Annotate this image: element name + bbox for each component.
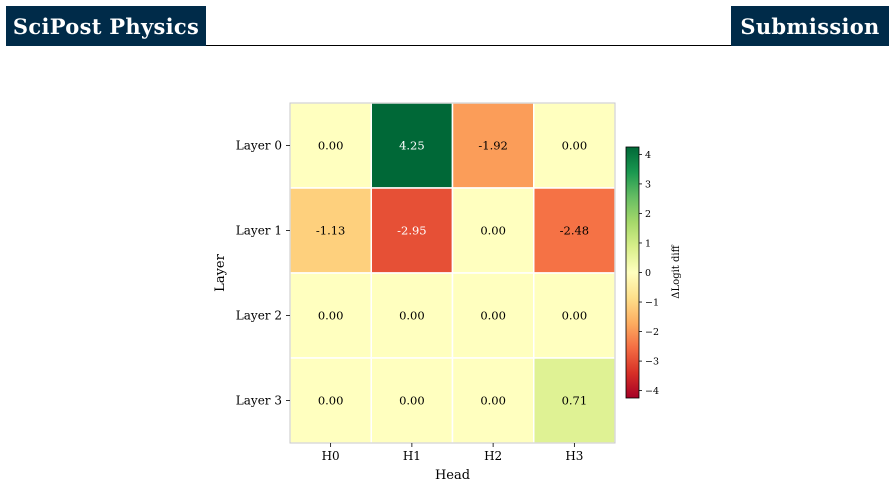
heatmap-cell xyxy=(451,187,535,274)
cell-value-label: 4.25 xyxy=(399,139,425,153)
colorbar-tick-label: 2 xyxy=(645,209,651,220)
cell-value-label: 0.00 xyxy=(399,394,425,408)
cell-value-label: 0.00 xyxy=(480,309,506,323)
cell-value-label: -2.95 xyxy=(397,224,427,238)
cell-value-label: 0.00 xyxy=(480,224,506,238)
y-tick-label: Layer 2 xyxy=(236,309,282,323)
colorbar-tick-label: 0 xyxy=(645,268,651,279)
cell-value-label: -1.13 xyxy=(316,224,346,238)
y-tick-label: Layer 0 xyxy=(236,139,282,153)
colorbar-gradient xyxy=(625,146,640,399)
colorbar-tick-label: 4 xyxy=(645,150,651,161)
y-axis-label: Layer xyxy=(213,253,228,291)
heatmap-cell xyxy=(370,272,454,359)
y-tick-label: Layer 3 xyxy=(236,394,282,408)
plot-frame xyxy=(289,102,616,444)
colorbar-tick-label: −1 xyxy=(645,298,659,309)
cell-value-label: 0.00 xyxy=(318,309,344,323)
cell-value-label: 0.00 xyxy=(318,139,344,153)
colorbar-tick-label: −3 xyxy=(645,357,659,368)
cell-value-label: 0.00 xyxy=(562,139,588,153)
cell-value-label: -2.48 xyxy=(560,224,590,238)
x-tick-label: H0 xyxy=(322,449,340,463)
submission-badge: Submission xyxy=(731,6,889,46)
heatmap-cell xyxy=(451,357,535,444)
heatmap-cell xyxy=(289,187,372,274)
x-axis-label: Head xyxy=(435,468,470,483)
x-axis: H0 H1 H2 H3 xyxy=(322,443,583,463)
journal-title: SciPost Physics xyxy=(6,6,206,46)
cell-value-label: 0.00 xyxy=(480,394,506,408)
cell-value-label: -1.92 xyxy=(478,139,508,153)
cell-value-label: 0.71 xyxy=(562,394,588,408)
heatmap-cell xyxy=(289,357,372,444)
cell-value-label: 0.00 xyxy=(399,309,425,323)
heatmap-cell xyxy=(370,357,454,444)
heatmap-cell xyxy=(451,272,535,359)
heatmap-cell xyxy=(370,187,454,274)
colorbar-tick-label: −2 xyxy=(645,327,659,338)
colorbar-label: ΔLogit diff xyxy=(671,244,682,298)
colorbar-tick-label: 3 xyxy=(645,179,651,190)
cell-value-label: 0.00 xyxy=(562,309,588,323)
y-tick-label: Layer 1 xyxy=(236,224,282,238)
colorbar: 4 3 2 1 0 −1 −2 −3 −4 ΔLogit diff xyxy=(625,146,682,399)
y-axis: Layer 0 Layer 1 Layer 2 Layer 3 xyxy=(236,139,290,408)
heatmap-cell-labels: 0.00 4.25 -1.92 0.00 -1.13 -2.95 0.00 -2.48 0.00… xyxy=(316,139,589,408)
x-tick-label: H3 xyxy=(565,449,583,463)
header-rule xyxy=(206,44,731,46)
heatmap-cells xyxy=(289,102,616,444)
colorbar-ticks: 4 3 2 1 0 −1 −2 −3 −4 xyxy=(639,150,659,397)
cell-value-label: 0.00 xyxy=(318,394,344,408)
colorbar-tick-label: 1 xyxy=(645,238,651,249)
x-tick-label: H1 xyxy=(403,449,421,463)
x-tick-label: H2 xyxy=(484,449,502,463)
colorbar-tick-label: −4 xyxy=(645,386,659,397)
heatmap-cell xyxy=(533,357,616,444)
